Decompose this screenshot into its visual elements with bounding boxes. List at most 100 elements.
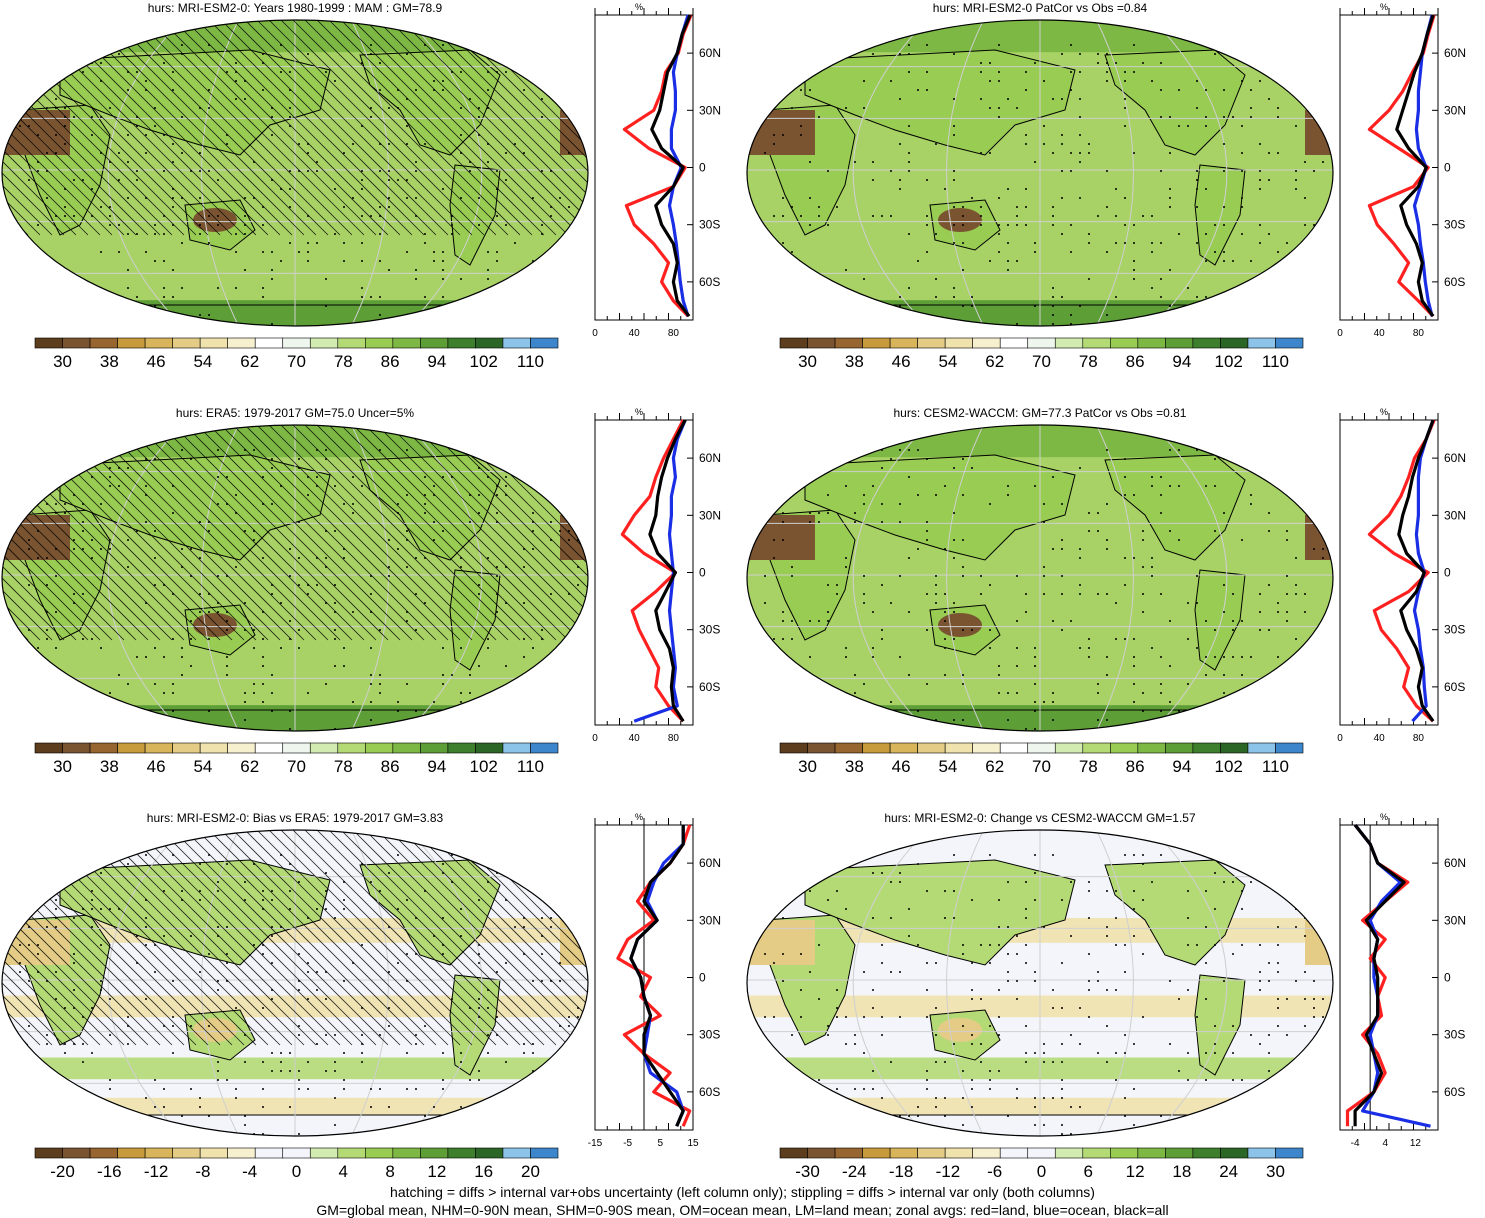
colorbar-swatch xyxy=(420,742,449,754)
colorbar-swatch xyxy=(1247,1147,1276,1159)
zonal-lat-label: 30N xyxy=(1444,103,1466,117)
map-robinson xyxy=(746,19,1334,327)
colorbar-label: -6 xyxy=(987,1162,1002,1181)
colorbar-label: 70 xyxy=(1032,352,1051,371)
zonal-line-all xyxy=(1395,14,1435,318)
zonal-x-tick: 0 xyxy=(592,733,598,744)
colorbar-label: 94 xyxy=(427,352,446,371)
colorbar-swatch xyxy=(34,1147,63,1159)
colorbar-swatch xyxy=(62,337,91,349)
colorbar-swatch xyxy=(392,742,421,754)
colorbar-swatch xyxy=(834,337,863,349)
panel-graphic: 30 38 46 54 62 70 78 86 94 102 110% 0 40 80 60N 30N 0 30S… xyxy=(1,407,721,776)
zonal-unit: % xyxy=(635,2,643,12)
colorbar-label: 0 xyxy=(292,1162,301,1181)
zonal-lat-label: 60S xyxy=(699,275,720,289)
colorbar-label: 6 xyxy=(1084,1162,1093,1181)
panel-title: hurs: ERA5: 1979-2017 GM=75.0 Uncer=5% xyxy=(175,406,415,420)
colorbar-label: 12 xyxy=(1126,1162,1145,1181)
colorbar-label: -8 xyxy=(195,1162,210,1181)
colorbar-swatch xyxy=(309,742,339,754)
colorbar-swatch xyxy=(999,1147,1029,1159)
colorbar-label: 62 xyxy=(985,757,1004,776)
colorbar-label: 70 xyxy=(287,352,306,371)
colorbar-label: -12 xyxy=(936,1162,961,1181)
zonal-lat-label: 60N xyxy=(699,451,721,465)
colorbar-swatch xyxy=(779,337,808,349)
colorbar-swatch xyxy=(1027,742,1056,754)
colorbar-label: 94 xyxy=(1172,757,1191,776)
zonal-lat-label: 30S xyxy=(699,1028,720,1042)
colorbar-label: 62 xyxy=(240,352,259,371)
zonal-x-tick: 80 xyxy=(1413,328,1425,339)
colorbar-swatch xyxy=(1054,337,1084,349)
colorbar-swatch xyxy=(944,337,973,349)
panel-graphic: 30 38 46 54 62 70 78 86 94 102 110% 0 40 80 60N 30N 0 30S… xyxy=(746,407,1466,776)
colorbar-swatch xyxy=(1192,337,1221,349)
colorbar-label: 78 xyxy=(334,352,353,371)
zonal-lat-label: 30S xyxy=(1444,1028,1465,1042)
zonal-mean-plot: % 0 40 80 60N 30N 0 30S 60S xyxy=(592,407,721,744)
panel-graphic: -20 -16 -12 -8 -4 0 4 8 12 16 20% -15 -5 5 15 60N 30N 0 30… xyxy=(1,812,721,1181)
colorbar-label: 86 xyxy=(381,757,400,776)
colorbar: 30 38 46 54 62 70 78 86 94 102 110 xyxy=(34,337,559,371)
zonal-unit: % xyxy=(1380,2,1388,12)
zonal-x-tick: -15 xyxy=(588,1138,603,1149)
zonal-lat-label: 0 xyxy=(699,566,706,580)
zonal-x-tick: 40 xyxy=(629,733,641,744)
zonal-line-all xyxy=(1353,824,1406,1127)
colorbar-label: 110 xyxy=(1262,757,1289,776)
colorbar-label: 70 xyxy=(1032,757,1051,776)
zonal-lat-label: 30S xyxy=(699,218,720,232)
colorbar-swatch xyxy=(365,1147,394,1159)
colorbar-label: 54 xyxy=(938,352,957,371)
colorbar-swatch xyxy=(309,1147,339,1159)
zonal-mean-plot: % -15 -5 5 15 60N 30N 0 30S 60S xyxy=(588,812,721,1149)
colorbar-swatch xyxy=(144,337,173,349)
zonal-line-land xyxy=(1367,419,1436,723)
colorbar-swatch xyxy=(502,1147,531,1159)
colorbar-label: -24 xyxy=(842,1162,867,1181)
zonal-lat-label: 60N xyxy=(699,46,721,60)
zonal-lat-label: 60S xyxy=(1444,275,1465,289)
colorbar-swatch xyxy=(779,1147,808,1159)
colorbar-swatch xyxy=(530,1147,559,1159)
zonal-lat-label: 60S xyxy=(699,680,720,694)
colorbar-label: 8 xyxy=(385,1162,394,1181)
colorbar-swatch xyxy=(1220,337,1249,349)
colorbar-swatch xyxy=(89,337,118,349)
colorbar-swatch xyxy=(917,742,946,754)
zonal-lat-label: 60S xyxy=(1444,1085,1465,1099)
colorbar-swatch xyxy=(199,742,228,754)
colorbar-label: 110 xyxy=(1262,352,1289,371)
colorbar-swatch xyxy=(889,742,918,754)
zonal-line-all xyxy=(648,419,687,723)
colorbar-label: 46 xyxy=(147,757,166,776)
zonal-unit: % xyxy=(1380,407,1388,417)
colorbar-label: 54 xyxy=(193,757,212,776)
zonal-line-all xyxy=(1397,419,1435,723)
colorbar: 30 38 46 54 62 70 78 86 94 102 110 xyxy=(779,742,1304,776)
colorbar-label: 86 xyxy=(1126,757,1145,776)
colorbar-label: 46 xyxy=(147,352,166,371)
panel-era5: hurs: ERA5: 1979-2017 GM=75.0 Uncer=5% 30… xyxy=(0,405,740,805)
colorbar-swatch xyxy=(172,742,201,754)
panel-title: hurs: MRI-ESM2-0 PatCor vs Obs =0.84 xyxy=(932,1,1148,15)
zonal-lat-label: 60N xyxy=(1444,856,1466,870)
colorbar-swatch xyxy=(917,337,946,349)
zonal-lat-label: 60N xyxy=(699,856,721,870)
colorbar: 30 38 46 54 62 70 78 86 94 102 110 xyxy=(779,337,1304,371)
colorbar-swatch xyxy=(475,742,504,754)
colorbar-swatch xyxy=(889,337,918,349)
colorbar-swatch xyxy=(1165,742,1194,754)
colorbar-swatch xyxy=(779,742,808,754)
colorbar-label: 54 xyxy=(938,757,957,776)
zonal-x-tick: 80 xyxy=(668,733,680,744)
colorbar-swatch xyxy=(889,1147,918,1159)
zonal-lat-label: 30N xyxy=(699,103,721,117)
panel-title: hurs: MRI-ESM2-0: Years 1980-1999 : MAM … xyxy=(147,1,443,15)
colorbar-label: 20 xyxy=(521,1162,540,1181)
zonal-x-tick: 40 xyxy=(1374,733,1386,744)
colorbar-swatch xyxy=(530,742,559,754)
zonal-mean-plot: % 0 40 80 60N 30N 0 30S 60S xyxy=(1337,2,1466,339)
